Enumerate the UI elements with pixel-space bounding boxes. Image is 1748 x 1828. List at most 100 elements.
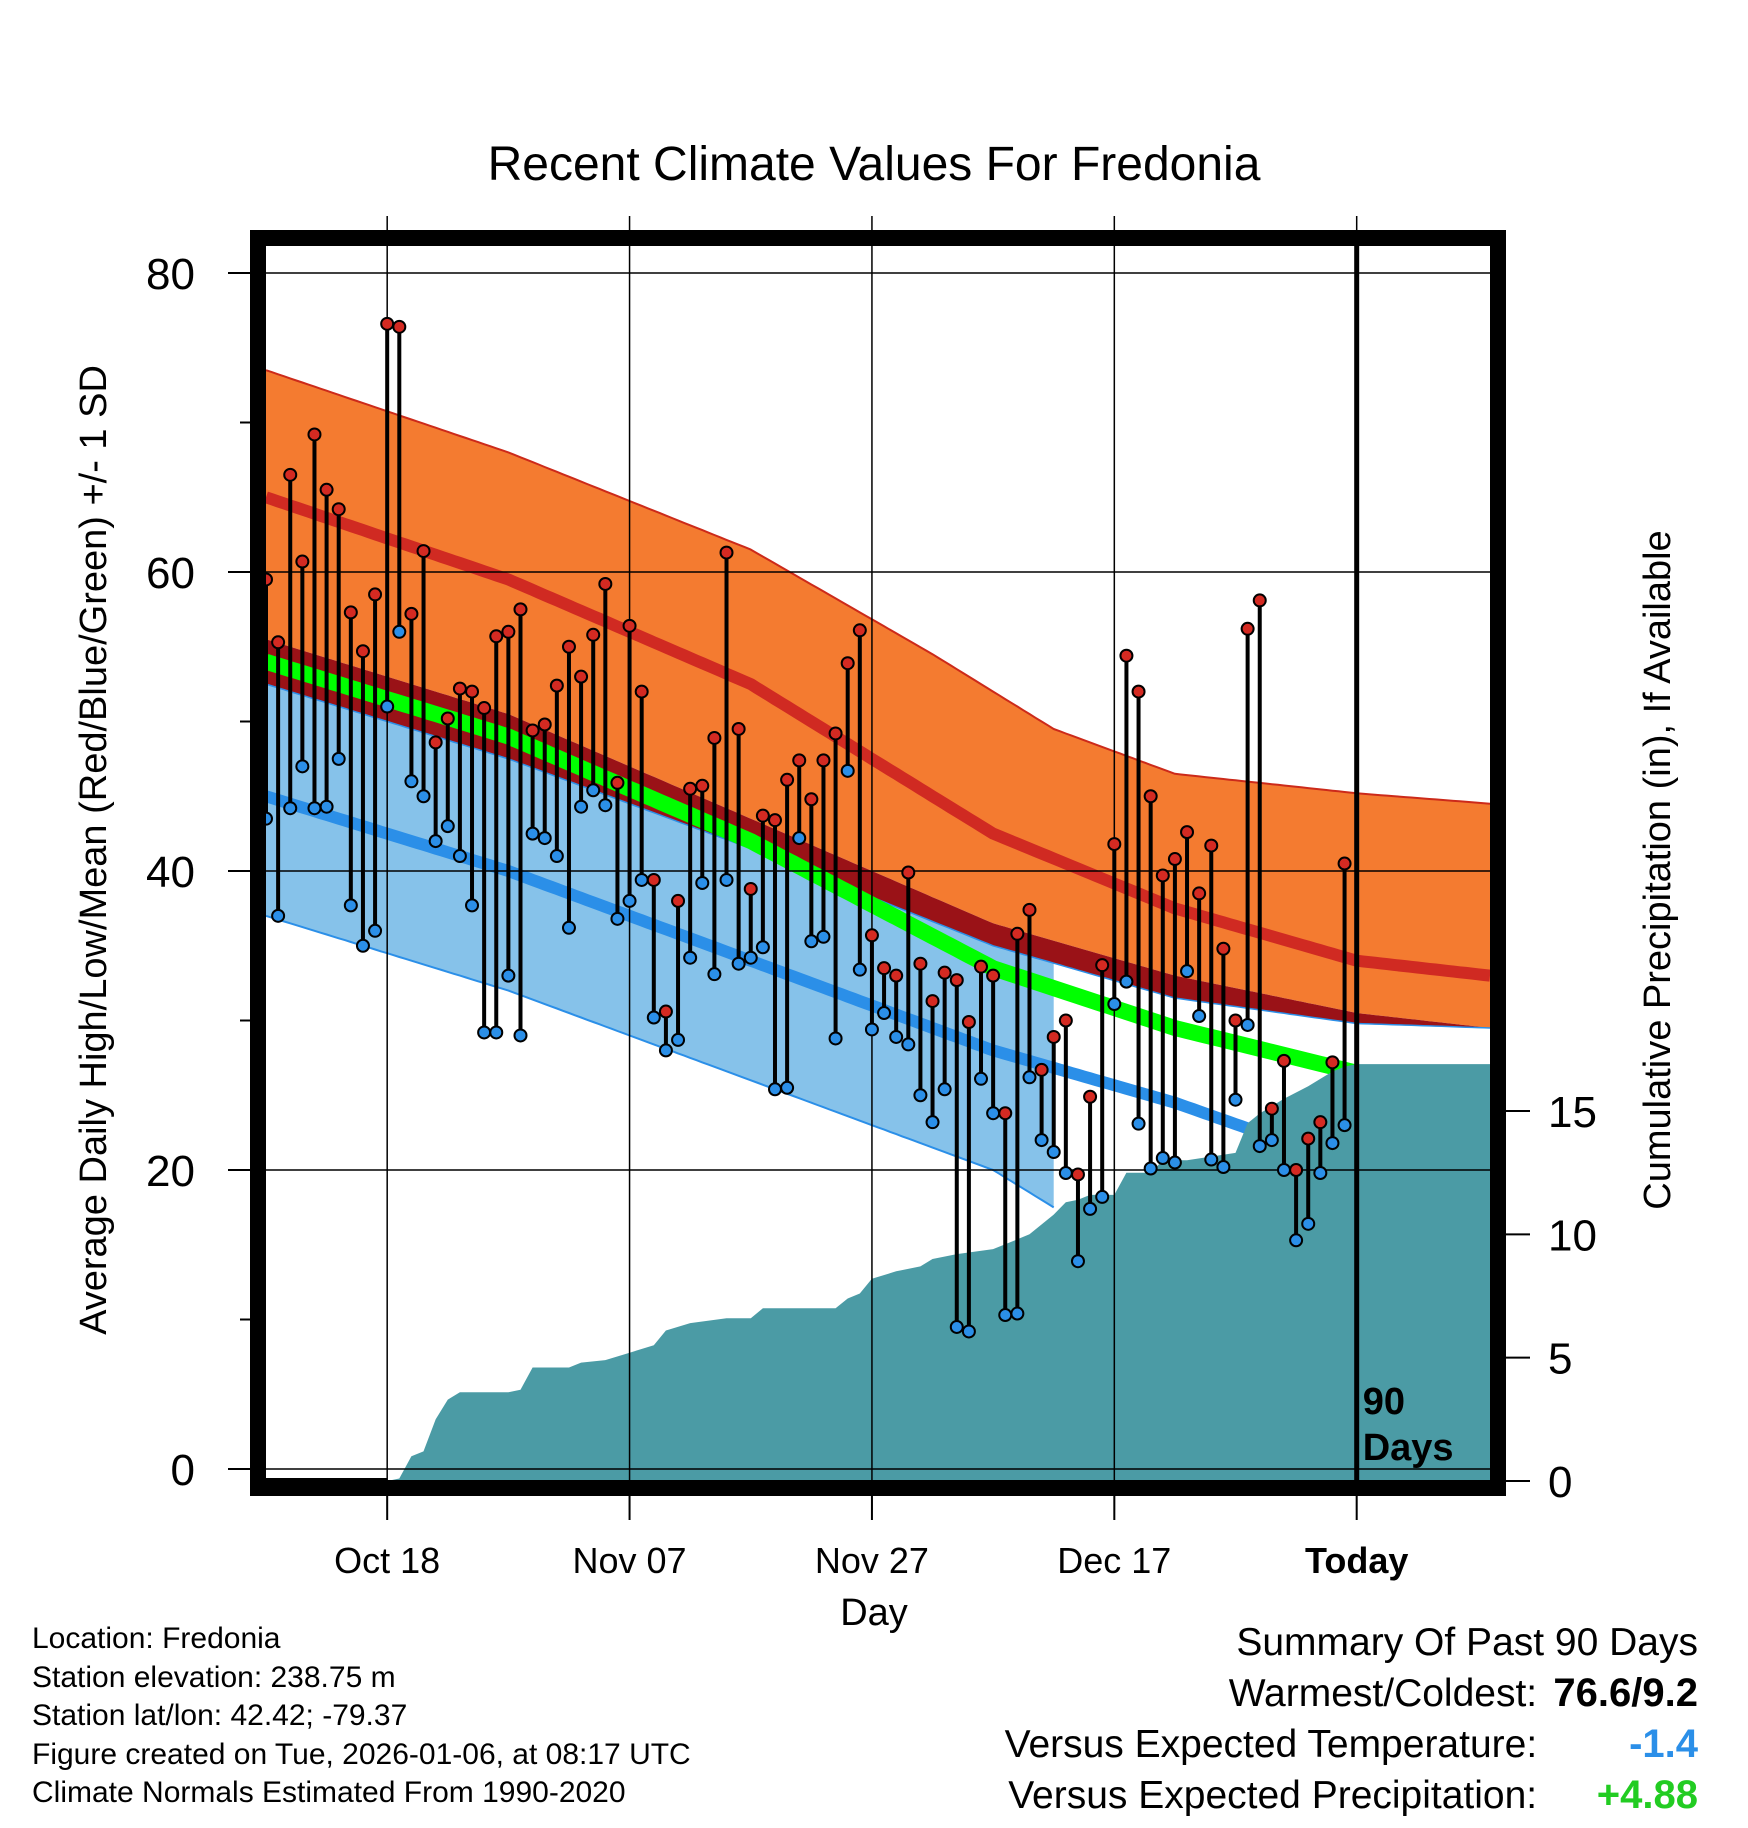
high-point-35 xyxy=(671,893,686,908)
high-point-75 xyxy=(1155,868,1170,883)
low-point-4 xyxy=(295,759,310,774)
high-point-38 xyxy=(707,730,722,745)
ytick-label-left-80: 80 xyxy=(146,250,195,299)
normal-bands xyxy=(263,369,1492,1481)
low-point-23 xyxy=(525,826,540,841)
normals-text: Climate Normals Estimated From 1990-2020 xyxy=(32,1776,626,1809)
low-point-27 xyxy=(574,799,589,814)
low-point-86 xyxy=(1289,1233,1304,1248)
low-point-53 xyxy=(889,1029,904,1044)
high-point-76 xyxy=(1167,852,1182,867)
high-point-41 xyxy=(743,881,758,896)
low-point-82 xyxy=(1240,1017,1255,1032)
y-axis-label-left: Average Daily High/Low/Mean (Red/Blue/Gr… xyxy=(73,365,115,1335)
low-point-41 xyxy=(743,950,758,965)
high-point-82 xyxy=(1240,621,1255,636)
high-point-79 xyxy=(1204,838,1219,853)
high-point-18 xyxy=(465,684,480,699)
low-point-51 xyxy=(864,1022,879,1037)
low-point-66 xyxy=(1046,1145,1061,1160)
low-point-76 xyxy=(1167,1155,1182,1170)
low-point-42 xyxy=(755,940,770,955)
high-point-39 xyxy=(719,545,734,560)
low-point-29 xyxy=(598,798,613,813)
low-point-65 xyxy=(1034,1133,1049,1148)
high-point-5 xyxy=(307,427,322,442)
low-point-69 xyxy=(1083,1201,1098,1216)
high-point-54 xyxy=(901,865,916,880)
low-point-16 xyxy=(440,819,455,834)
high-point-24 xyxy=(537,717,552,732)
low-point-54 xyxy=(901,1037,916,1052)
low-point-2 xyxy=(271,908,286,923)
high-point-11 xyxy=(380,316,395,331)
low-point-52 xyxy=(877,1006,892,1021)
high-point-9 xyxy=(355,644,370,659)
high-point-52 xyxy=(877,961,892,976)
high-point-3 xyxy=(283,467,298,482)
high-point-23 xyxy=(525,723,540,738)
high-point-73 xyxy=(1131,684,1146,699)
low-point-6 xyxy=(319,799,334,814)
precip-departure-label: Versus Expected Precipitation: xyxy=(1008,1774,1538,1817)
high-point-4 xyxy=(295,554,310,569)
high-point-29 xyxy=(598,576,613,591)
chart-title: Recent Climate Values For Fredonia xyxy=(488,138,1261,191)
high-point-49 xyxy=(840,656,855,671)
temp-departure-label: Versus Expected Temperature: xyxy=(1004,1723,1538,1766)
high-point-74 xyxy=(1143,789,1158,804)
high-point-56 xyxy=(925,994,940,1009)
high-point-20 xyxy=(489,629,504,644)
low-point-11 xyxy=(380,699,395,714)
xtick-label-90: Today xyxy=(1305,1540,1408,1581)
high-point-50 xyxy=(852,623,867,638)
low-point-30 xyxy=(610,911,625,926)
summary-title: Summary Of Past 90 Days xyxy=(1236,1621,1698,1664)
low-point-49 xyxy=(840,763,855,778)
high-point-48 xyxy=(828,726,843,741)
precip-departure-row: Versus Expected Precipitation: +4.88 xyxy=(1005,1770,1698,1821)
high-point-71 xyxy=(1107,837,1122,852)
low-point-14 xyxy=(416,789,431,804)
low-point-3 xyxy=(283,801,298,816)
high-point-90 xyxy=(1337,856,1352,871)
location-text: Location: Fredonia xyxy=(32,1622,281,1655)
low-point-48 xyxy=(828,1031,843,1046)
warmest-coldest-value: 76.6/9.2 xyxy=(1553,1671,1698,1715)
high-point-17 xyxy=(452,681,467,696)
low-point-32 xyxy=(634,872,649,887)
ytick-label-right-5: 5 xyxy=(1548,1335,1572,1384)
low-point-37 xyxy=(695,875,710,890)
low-point-31 xyxy=(622,893,637,908)
low-point-39 xyxy=(719,872,734,887)
low-point-43 xyxy=(767,1082,782,1097)
high-point-77 xyxy=(1180,825,1195,840)
frame-border xyxy=(250,230,1506,1496)
ytick-label-left-20: 20 xyxy=(146,1147,195,1196)
low-point-83 xyxy=(1252,1139,1267,1154)
high-point-60 xyxy=(974,959,989,974)
precip-area xyxy=(266,1064,1490,1481)
low-point-57 xyxy=(937,1082,952,1097)
low-point-36 xyxy=(683,950,698,965)
low-point-44 xyxy=(780,1080,795,1095)
high-point-26 xyxy=(561,639,576,654)
low-point-90 xyxy=(1337,1118,1352,1133)
high-point-85 xyxy=(1276,1053,1291,1068)
xtick-label-10: Oct 18 xyxy=(334,1540,440,1581)
high-point-27 xyxy=(574,669,589,684)
high-point-37 xyxy=(695,778,710,793)
high-point-34 xyxy=(658,1004,673,1019)
station-info: Location: Fredonia Station elevation: 23… xyxy=(32,1620,691,1813)
low-point-63 xyxy=(1010,1306,1025,1321)
low-point-75 xyxy=(1155,1151,1170,1166)
high-point-88 xyxy=(1313,1115,1328,1130)
xtick-label-50: Nov 27 xyxy=(815,1540,929,1581)
high-point-15 xyxy=(428,735,443,750)
high-point-81 xyxy=(1228,1013,1243,1028)
xtick-label-70: Dec 17 xyxy=(1057,1540,1171,1581)
high-point-12 xyxy=(392,319,407,334)
low-point-12 xyxy=(392,624,407,639)
low-point-72 xyxy=(1119,974,1134,989)
